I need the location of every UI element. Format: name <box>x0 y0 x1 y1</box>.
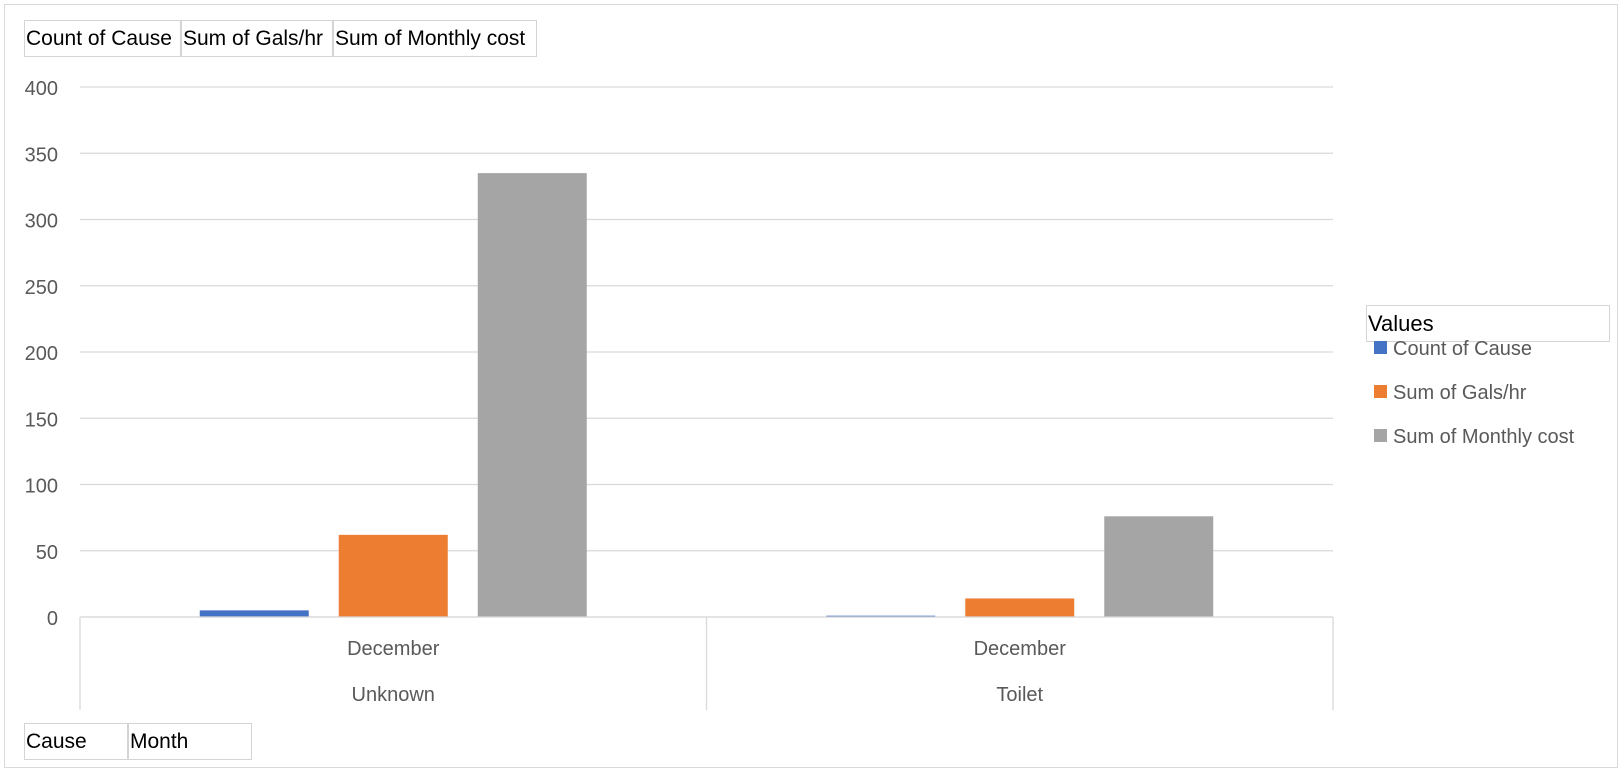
legend-label: Sum of Monthly cost <box>1393 426 1575 448</box>
x-tick-label-month: December <box>974 638 1067 660</box>
bar-sum-of-monthly-cost-toilet[interactable] <box>1104 516 1214 617</box>
y-tick-label: 300 <box>25 211 58 233</box>
bar-sum-of-gals-hr-unknown[interactable] <box>338 534 448 617</box>
legend-item-count-of-cause[interactable]: Count of Cause <box>1374 335 1532 363</box>
legend-item-sum-of-monthly-cost[interactable]: Sum of Monthly cost <box>1374 423 1574 451</box>
y-tick-label: 50 <box>36 542 58 564</box>
y-tick-label: 200 <box>25 343 58 365</box>
x-tick-label-cause: Unknown <box>352 684 435 706</box>
legend-item-sum-of-gals-hr[interactable]: Sum of Gals/hr <box>1374 379 1526 407</box>
x-tick-label-cause: Toilet <box>996 684 1043 706</box>
y-tick-label: 100 <box>25 476 58 498</box>
y-tick-label: 400 <box>25 78 58 100</box>
y-tick-label: 350 <box>25 144 58 166</box>
legend-swatch <box>1374 385 1387 399</box>
y-axis-tick-labels: 0 50 100 150 200 250 300 350 400 <box>25 78 58 630</box>
bars <box>199 173 1214 617</box>
chart-frame <box>4 4 1618 768</box>
x-tick-label-month: December <box>347 638 440 660</box>
legend-swatch <box>1374 341 1387 355</box>
y-tick-label: 250 <box>25 277 58 299</box>
field-button-cause[interactable]: Cause <box>24 723 128 760</box>
bar-sum-of-gals-hr-toilet[interactable] <box>965 598 1075 617</box>
x-axis: December Unknown December Toilet <box>79 616 1334 710</box>
field-button-month[interactable]: Month <box>128 723 252 760</box>
bar-count-of-cause-unknown[interactable] <box>199 610 309 617</box>
legend-swatch <box>1374 429 1387 443</box>
y-tick-label: 150 <box>25 409 58 431</box>
legend-label: Count of Cause <box>1393 338 1532 360</box>
field-button-sum-of-monthly-cost[interactable]: Sum of Monthly cost <box>333 20 537 57</box>
legend-label: Sum of Gals/hr <box>1393 382 1527 404</box>
y-tick-label: 0 <box>47 608 58 630</box>
field-button-sum-of-gals-hr[interactable]: Sum of Gals/hr <box>181 20 333 57</box>
field-button-count-of-cause[interactable]: Count of Cause <box>24 20 181 57</box>
legend-title[interactable]: Values <box>1366 305 1610 342</box>
bar-count-of-cause-toilet[interactable] <box>826 615 936 617</box>
bar-sum-of-monthly-cost-unknown[interactable] <box>477 173 587 617</box>
